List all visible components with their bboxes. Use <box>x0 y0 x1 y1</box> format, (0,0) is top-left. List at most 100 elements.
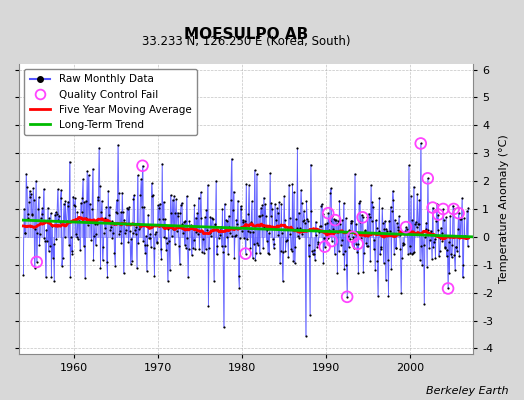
Point <box>158 160 166 167</box>
Point <box>136 224 144 230</box>
Point <box>33 230 41 237</box>
Point <box>129 196 138 203</box>
Point <box>386 228 394 234</box>
Point <box>367 182 375 188</box>
Point <box>257 212 266 218</box>
Point <box>83 168 91 174</box>
Point <box>421 234 429 240</box>
Point <box>400 228 409 235</box>
Point <box>284 254 292 261</box>
Point <box>236 235 244 242</box>
Point <box>322 237 330 243</box>
Point <box>190 202 199 208</box>
Point <box>417 140 425 147</box>
Point <box>78 209 86 215</box>
Point <box>336 220 344 227</box>
Point <box>153 239 161 246</box>
Point <box>446 212 454 219</box>
Point <box>159 199 168 205</box>
Point <box>425 244 433 251</box>
Point <box>389 197 398 203</box>
Point <box>120 216 128 223</box>
Point <box>313 243 321 250</box>
Point <box>444 285 452 292</box>
Point <box>245 182 253 188</box>
Point <box>460 262 468 268</box>
Point <box>363 243 371 250</box>
Point <box>67 234 75 240</box>
Point <box>434 211 442 218</box>
Point <box>431 255 440 262</box>
Point <box>338 217 346 224</box>
Point <box>450 206 458 212</box>
Point <box>313 239 322 245</box>
Point <box>369 204 377 210</box>
Point <box>458 195 466 201</box>
Point <box>235 284 244 291</box>
Point <box>87 237 95 244</box>
Point <box>287 246 295 252</box>
Point <box>239 219 248 226</box>
Point <box>70 202 79 209</box>
Point <box>200 250 209 256</box>
Point <box>376 251 384 257</box>
Point <box>283 225 292 231</box>
Point <box>232 217 241 224</box>
Point <box>422 220 431 226</box>
Point <box>308 248 316 254</box>
Point <box>309 251 318 257</box>
Point <box>102 204 110 210</box>
Point <box>374 293 382 299</box>
Point <box>307 161 315 168</box>
Point <box>70 202 78 208</box>
Point <box>384 292 392 299</box>
Point <box>246 245 255 251</box>
Point <box>32 259 41 265</box>
Point <box>101 225 110 231</box>
Point <box>91 220 99 227</box>
Point <box>346 220 355 226</box>
Point <box>347 217 356 224</box>
Point <box>25 199 33 205</box>
Point <box>300 216 309 223</box>
Point <box>462 235 471 241</box>
Point <box>205 244 213 251</box>
Point <box>156 200 164 207</box>
Point <box>260 224 269 230</box>
Point <box>71 195 80 202</box>
Point <box>48 223 56 229</box>
Point <box>223 217 232 224</box>
Point <box>261 213 270 219</box>
Point <box>263 237 271 244</box>
Point <box>412 219 420 225</box>
Point <box>217 243 226 250</box>
Point <box>265 250 274 257</box>
Point <box>52 236 60 242</box>
Point <box>72 231 80 237</box>
Point <box>333 270 342 276</box>
Point <box>234 197 242 204</box>
Point <box>268 206 276 212</box>
Point <box>373 224 381 231</box>
Point <box>165 238 173 244</box>
Point <box>406 242 414 249</box>
Point <box>161 234 170 241</box>
Point <box>332 220 341 227</box>
Point <box>238 217 247 223</box>
Point <box>194 194 203 201</box>
Point <box>37 215 45 221</box>
Point <box>227 156 236 162</box>
Point <box>442 214 450 220</box>
Point <box>423 175 432 182</box>
Point <box>179 230 188 237</box>
Point <box>45 215 53 222</box>
Point <box>398 242 407 248</box>
Point <box>431 236 439 242</box>
Point <box>391 244 400 251</box>
Point <box>410 184 418 190</box>
Point <box>163 278 172 284</box>
Point <box>328 213 336 219</box>
Point <box>330 216 338 222</box>
Point <box>248 255 257 262</box>
Point <box>456 233 465 240</box>
